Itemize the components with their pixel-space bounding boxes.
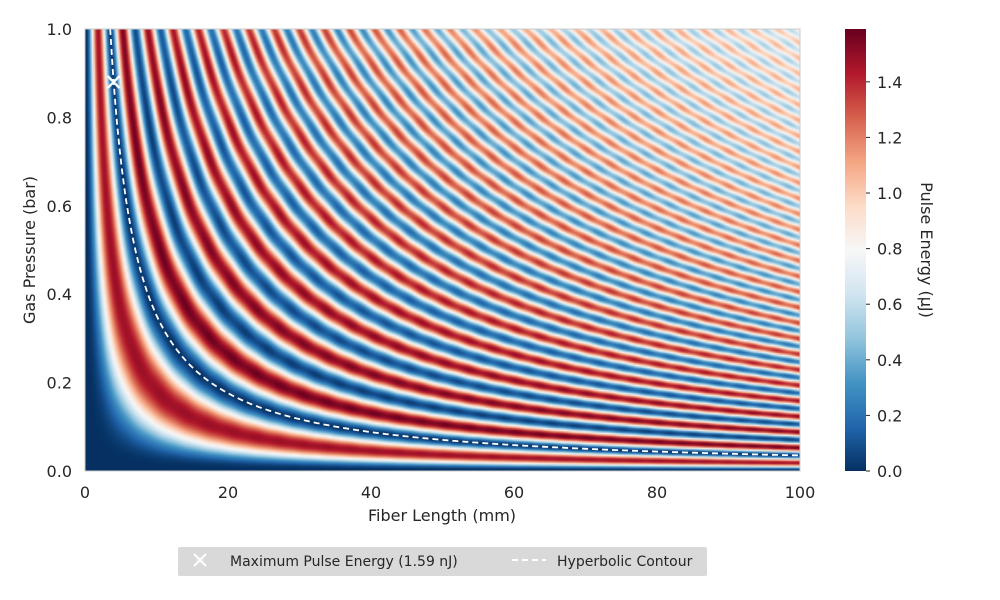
colorbar-tick-label: 1.4 bbox=[877, 73, 902, 92]
colorbar-tick-label: 1.0 bbox=[877, 184, 902, 203]
y-axis-label: Gas Pressure (bar) bbox=[20, 176, 39, 324]
colorbar-tick-label: 0.8 bbox=[877, 240, 902, 259]
colorbar-tick-label: 0.0 bbox=[877, 462, 902, 481]
colorbar-tick-label: 0.4 bbox=[877, 351, 902, 370]
x-tick-label: 60 bbox=[504, 483, 524, 502]
legend: Maximum Pulse Energy (1.59 nJ) Hyperboli… bbox=[178, 547, 707, 576]
x-tick-label: 100 bbox=[785, 483, 816, 502]
y-tick-label: 0.8 bbox=[47, 108, 72, 127]
y-tick-label: 0.2 bbox=[47, 374, 72, 393]
colorbar-ticks: 0.0 0.2 0.4 0.6 0.8 1.0 1.2 1.4 bbox=[866, 73, 902, 481]
hyperbolic-contour-line bbox=[109, 29, 800, 457]
legend-contour-label: Hyperbolic Contour bbox=[557, 554, 693, 570]
y-tick-label: 0.0 bbox=[47, 462, 72, 481]
y-axis-ticks: 0.0 0.2 0.4 0.6 0.8 1.0 bbox=[47, 20, 72, 481]
x-axis-label: Fiber Length (mm) bbox=[368, 506, 516, 525]
colorbar-gradient bbox=[845, 29, 866, 471]
colorbar: 0.0 0.2 0.4 0.6 0.8 1.0 1.2 1.4 Pulse Energy (µ… bbox=[845, 29, 936, 481]
colorbar-tick-label: 1.2 bbox=[877, 128, 902, 147]
legend-box bbox=[178, 547, 707, 576]
hyperbolic-contour-layer bbox=[109, 29, 800, 457]
y-tick-label: 0.6 bbox=[47, 197, 72, 216]
x-tick-label: 80 bbox=[647, 483, 667, 502]
x-marker-icon bbox=[193, 553, 207, 567]
x-tick-label: 40 bbox=[361, 483, 381, 502]
heatmap bbox=[85, 29, 800, 471]
colorbar-label: Pulse Energy (µJ) bbox=[917, 182, 936, 318]
x-tick-label: 0 bbox=[80, 483, 90, 502]
colorbar-tick-label: 0.6 bbox=[877, 295, 902, 314]
max-pulse-marker bbox=[106, 75, 121, 89]
plot-frame bbox=[84, 28, 801, 472]
colorbar-tick-label: 0.2 bbox=[877, 406, 902, 425]
legend-max-label: Maximum Pulse Energy (1.59 nJ) bbox=[230, 554, 458, 570]
y-tick-label: 0.4 bbox=[47, 285, 72, 304]
y-tick-label: 1.0 bbox=[47, 20, 72, 39]
plot-area bbox=[84, 28, 801, 472]
x-tick-label: 20 bbox=[218, 483, 238, 502]
max-point-marker-stroke bbox=[106, 75, 121, 89]
x-axis-ticks: 0 20 40 60 80 100 bbox=[80, 483, 815, 502]
